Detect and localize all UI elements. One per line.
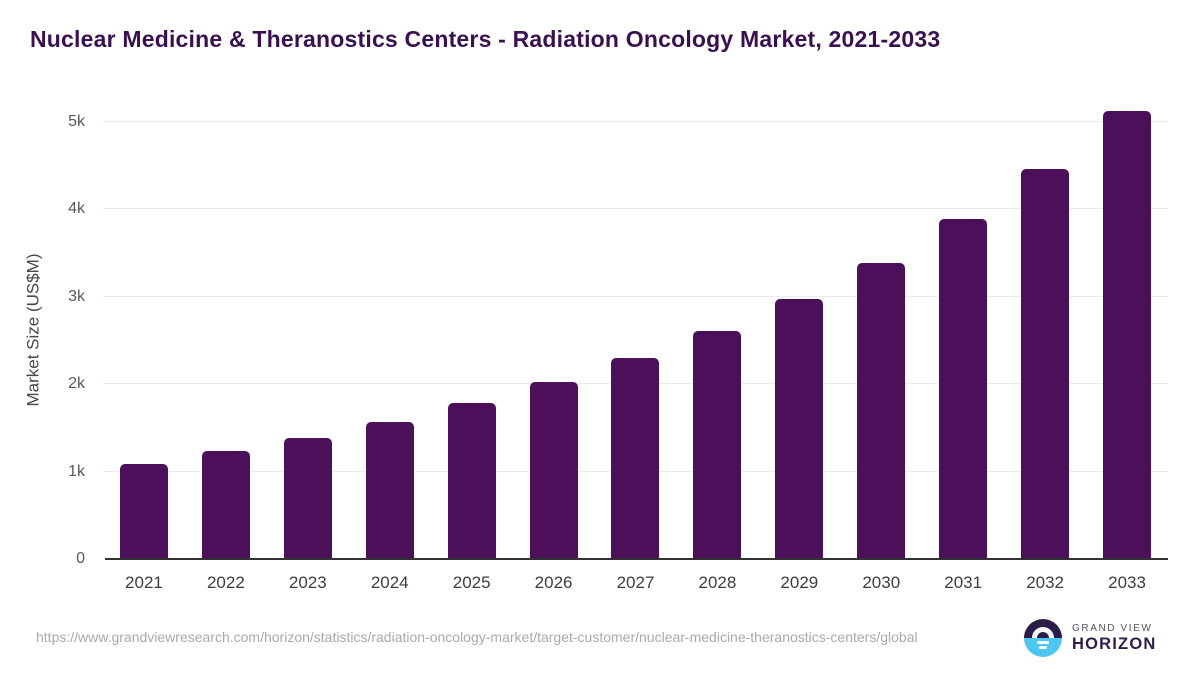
- bar-slot: 2029: [758, 100, 840, 592]
- bar-slot: 2027: [595, 100, 677, 592]
- bar-2023[interactable]: [283, 437, 332, 559]
- y-tick-label: 5k: [68, 112, 85, 130]
- x-axis-label: 2028: [698, 573, 737, 592]
- x-axis-line: [105, 558, 1168, 560]
- x-axis-label: 2027: [616, 573, 655, 592]
- bar-2029[interactable]: [775, 299, 824, 559]
- x-axis-label: 2024: [370, 573, 409, 592]
- x-axis-label: 2022: [206, 573, 245, 592]
- x-axis-label: 2031: [944, 573, 983, 592]
- bar-2022[interactable]: [201, 451, 250, 559]
- chart-title: Nuclear Medicine & Theranostics Centers …: [30, 26, 941, 52]
- gridline-3k: [103, 295, 1168, 297]
- bar-2026[interactable]: [529, 382, 578, 559]
- x-axis-label: 2025: [452, 573, 491, 592]
- grandview-horizon-logo: GRAND VIEW HORIZON: [1024, 619, 1156, 657]
- source-url[interactable]: https://www.grandviewresearch.com/horizo…: [36, 629, 918, 645]
- bar-2031[interactable]: [939, 218, 988, 559]
- bar-2024[interactable]: [365, 421, 414, 559]
- y-tick-label: 1k: [68, 462, 85, 480]
- bar-2027[interactable]: [611, 358, 660, 559]
- bar-slot: 2031: [922, 100, 1004, 592]
- bar-slot: 2028: [676, 100, 758, 592]
- y-tick-label: 0: [76, 550, 85, 567]
- bar-slot: 2025: [431, 100, 513, 592]
- x-axis-label: 2033: [1108, 573, 1146, 592]
- y-axis-title: Market Size (US$M): [24, 252, 43, 407]
- gridline-4k: [103, 208, 1168, 210]
- bar-2033[interactable]: [1103, 111, 1152, 559]
- bar-2021[interactable]: [119, 464, 168, 559]
- x-axis-label: 2021: [125, 573, 163, 592]
- bar-slot: 2033: [1086, 100, 1168, 592]
- bar-2028[interactable]: [693, 330, 742, 559]
- bar-slot: 2024: [349, 100, 431, 592]
- x-axis-label: 2026: [534, 573, 573, 592]
- y-tick-label: 4k: [68, 200, 85, 218]
- y-tick-label: 3k: [68, 287, 85, 305]
- bar-slot: 2032: [1004, 100, 1086, 592]
- bar-slot: 2022: [185, 100, 267, 592]
- x-axis-label: 2029: [780, 573, 819, 592]
- bar-slot: 2021: [103, 100, 185, 592]
- bar-slot: 2030: [840, 100, 922, 592]
- bar-2030[interactable]: [857, 262, 906, 559]
- bar-slot: 2023: [267, 100, 349, 592]
- y-tick-label: 2k: [68, 375, 85, 393]
- bars-container: 2021 2022 2023 2024 2025 2026 2027 2028 2029 2030…: [103, 100, 1168, 592]
- logo-brand-text: GRAND VIEW: [1072, 623, 1153, 634]
- bar-2032[interactable]: [1021, 169, 1070, 559]
- gridline-5k: [103, 120, 1168, 122]
- plot-area: 2021 2022 2023 2024 2025 2026 2027 2028 2029 2030…: [68, 100, 1168, 592]
- horizon-sun-icon: [1024, 619, 1062, 657]
- x-axis-label: 2032: [1026, 573, 1065, 592]
- x-axis-label: 2030: [862, 573, 901, 592]
- x-axis-label: 2023: [288, 573, 327, 592]
- logo-product-text: HORIZON: [1072, 635, 1157, 653]
- bar-slot: 2026: [513, 100, 595, 592]
- bar-2025[interactable]: [447, 403, 496, 559]
